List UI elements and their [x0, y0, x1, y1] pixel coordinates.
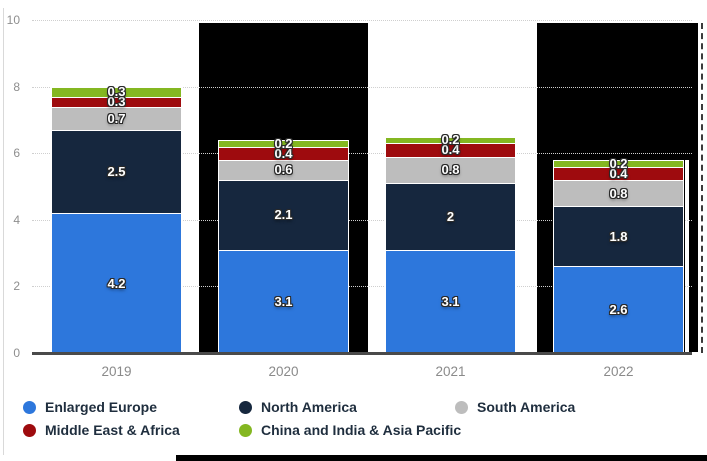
y-axis-tick-label: 8: [13, 79, 20, 94]
bar-segment[interactable]: [219, 249, 348, 353]
bar-2020[interactable]: [218, 139, 349, 353]
bar-value-label: 2.6: [609, 302, 628, 318]
bar-value-label: 0.8: [609, 185, 628, 201]
bar-value-label: 0.6: [274, 162, 293, 178]
legend-label: Middle East & Africa: [45, 421, 180, 438]
bar-value-label: 2: [446, 208, 455, 224]
bar-segment[interactable]: [219, 146, 348, 160]
bar-segment[interactable]: [52, 213, 181, 353]
legend-label: China and India & Asia Pacific: [261, 421, 462, 438]
dashed-edge-line: [701, 23, 703, 353]
legend-swatch: [23, 423, 36, 437]
legend-item-enlarged-europe[interactable]: Enlarged Europe: [23, 399, 157, 415]
bar-value-label: 3.1: [441, 293, 460, 309]
bar-segment[interactable]: [554, 206, 683, 267]
bar-value-label: 2.1: [274, 207, 293, 223]
legend-swatch: [239, 423, 252, 437]
bar-2019[interactable]: [51, 86, 182, 353]
gridline-y2: [32, 286, 692, 288]
bar-2021[interactable]: [385, 136, 516, 353]
bar-segment[interactable]: [386, 143, 515, 157]
bar-value-label: 0.2: [609, 155, 628, 171]
gridline-y8: [32, 86, 692, 88]
legend-item-north-america[interactable]: North America: [239, 399, 357, 415]
bar-value-label: 0.3: [107, 94, 126, 110]
bar-segment[interactable]: [52, 96, 181, 107]
y-axis-tick-label: 10: [6, 13, 20, 27]
legend-item-middle-east-africa[interactable]: Middle East & Africa: [23, 422, 180, 438]
bar-segment[interactable]: [554, 166, 683, 180]
legend-item-south-america[interactable]: South America: [455, 399, 575, 415]
bar-2022[interactable]: [553, 159, 684, 353]
x-axis-label: 2020: [268, 364, 299, 379]
bar-segment[interactable]: [386, 183, 515, 250]
bar-segment[interactable]: [554, 159, 683, 167]
bar-value-label: 4.2: [107, 275, 126, 291]
gridline-y4: [32, 219, 692, 221]
bar-value-label: 2.5: [107, 164, 126, 179]
bar-value-label: 0.4: [441, 142, 460, 158]
bar-value-label: 3.1: [274, 293, 293, 309]
bar-segment[interactable]: [52, 129, 181, 214]
bar-segment[interactable]: [554, 266, 683, 353]
x-axis-line: [32, 352, 692, 355]
bar-segment[interactable]: [219, 179, 348, 250]
bar-segment[interactable]: [386, 156, 515, 184]
blackout-gap: [685, 160, 689, 352]
bar-segment[interactable]: [554, 179, 683, 207]
gridline-y6: [32, 153, 692, 155]
bar-segment[interactable]: [52, 106, 181, 130]
gridline-y10: [32, 20, 692, 21]
legend-swatch: [455, 400, 468, 414]
bar-segment[interactable]: [219, 159, 348, 180]
y-axis-tick-label: 2: [13, 279, 20, 294]
y-axis-tick-label: 0: [13, 346, 20, 360]
bar-segment[interactable]: [386, 136, 515, 144]
legend-item-china-and-india-asia-pacific[interactable]: China and India & Asia Pacific: [239, 422, 461, 438]
bar-value-label: 0.2: [274, 135, 293, 151]
x-axis-label: 2022: [603, 364, 634, 379]
x-axis-label: 2021: [435, 364, 466, 379]
legend-label: South America: [477, 398, 576, 415]
legend-label: North America: [261, 398, 357, 415]
bar-value-label: 0.4: [609, 165, 628, 181]
y-axis-tick-label: 6: [13, 146, 20, 161]
bar-segment[interactable]: [52, 86, 181, 97]
bar-segment[interactable]: [386, 249, 515, 353]
bar-value-label: 1.8: [609, 228, 628, 244]
widget-left-border: [3, 8, 4, 455]
bar-segment[interactable]: [219, 139, 348, 147]
y-axis-tick-label: 4: [13, 212, 20, 227]
bar-value-label: 0.7: [107, 110, 126, 126]
bar-value-label: 0.4: [274, 145, 293, 161]
blackout-bottom-strip: [176, 455, 707, 461]
legend-swatch: [23, 400, 36, 414]
legend-swatch: [239, 400, 252, 414]
bar-value-label: 0.3: [107, 84, 126, 100]
bar-value-label: 0.2: [441, 132, 460, 148]
x-axis-label: 2019: [101, 364, 132, 379]
bar-value-label: 0.8: [441, 162, 460, 178]
legend-label: Enlarged Europe: [45, 398, 158, 415]
